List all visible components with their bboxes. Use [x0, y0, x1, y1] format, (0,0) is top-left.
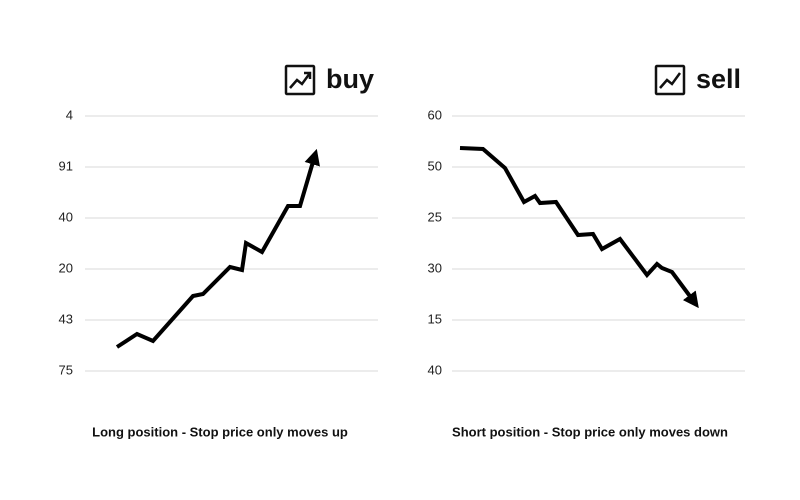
axis-label: 50: [428, 158, 442, 173]
axis-label: 30: [428, 260, 442, 275]
trend-line: [115, 148, 320, 349]
axis-label: 91: [59, 158, 73, 173]
sell-icon: [654, 64, 686, 96]
axis-label: 40: [428, 362, 442, 377]
trend-line: [459, 146, 699, 309]
axis-label: 20: [59, 260, 73, 275]
grid: [85, 115, 378, 372]
axis-label: 60: [428, 107, 442, 122]
axis-label: 40: [59, 209, 73, 224]
grid: [452, 115, 745, 372]
axis-label: 4: [66, 107, 73, 122]
panel-title: sell: [696, 64, 741, 94]
buy-panel: buy 4 91 40 20 43 75 Long position - Sto…: [59, 64, 378, 439]
axis-label: 75: [59, 362, 73, 377]
caption: Long position - Stop price only moves up: [92, 424, 348, 439]
caption: Short position - Stop price only moves d…: [452, 424, 728, 439]
buy-icon: [284, 64, 316, 96]
axis-label: 15: [428, 311, 442, 326]
axis-label: 25: [428, 209, 442, 224]
axis-label: 43: [59, 311, 73, 326]
sell-panel: sell 60 50 25 30 15 40 Short position - …: [428, 64, 745, 439]
panel-title: buy: [326, 64, 374, 94]
